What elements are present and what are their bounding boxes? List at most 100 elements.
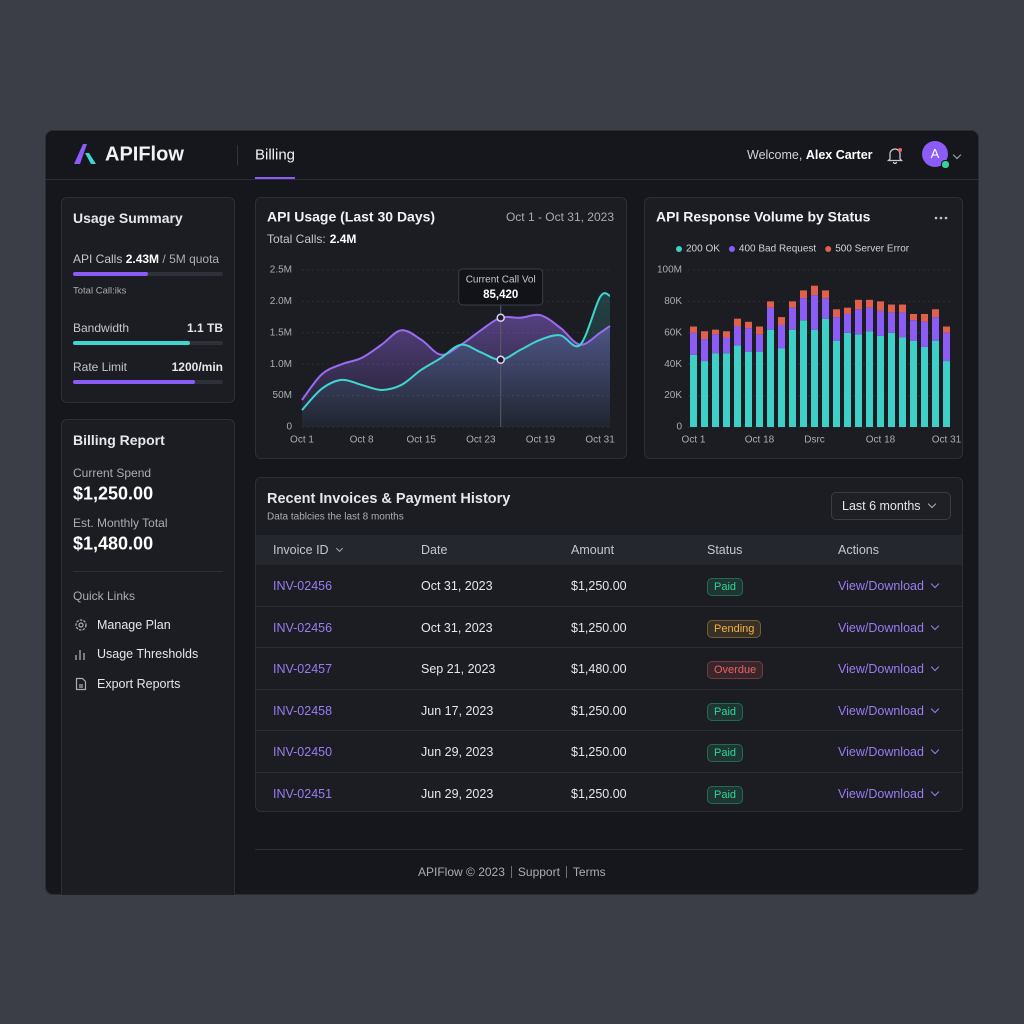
action-cell[interactable]: View/Download (838, 662, 940, 676)
y-tick-label: 20K (664, 390, 682, 401)
invoice-id[interactable]: INV-02458 (273, 703, 333, 718)
status-badge: Paid (707, 702, 744, 721)
table-cell: Jun 17, 2023 (421, 703, 494, 718)
invoice-id[interactable]: INV-02456 (273, 620, 333, 635)
bar-segment (767, 301, 774, 308)
action-link[interactable]: View/Download (838, 745, 924, 759)
bar-segment (734, 326, 741, 346)
action-cell[interactable]: View/Download (838, 579, 940, 593)
usage-chart: API Usage (Last 30 Days) Oct 1 - Oct 31,… (267, 209, 615, 446)
invoice-id[interactable]: INV-02457 (273, 662, 333, 676)
status-badge: Paid (707, 785, 744, 804)
status-badge: Paid (707, 744, 744, 762)
bar-segment (767, 307, 774, 330)
bar-segment (877, 335, 884, 427)
column-header: Actions (838, 543, 879, 557)
x-tick-label: Oct 31 (932, 435, 962, 446)
bar-segment (712, 353, 719, 427)
action-link[interactable]: View/Download (838, 662, 924, 676)
header-divider (46, 179, 978, 180)
bar-segment (800, 320, 807, 427)
invoice-id[interactable]: INV-02456 (273, 579, 333, 593)
hover-point (496, 313, 505, 322)
footer-divider (255, 849, 963, 850)
api-calls-row: API Calls 2.43M / 5M quota (73, 252, 219, 266)
footer: APIFlow © 2023 Support Terms (418, 865, 606, 879)
more-menu[interactable] (934, 216, 948, 220)
avatar[interactable]: A (922, 141, 948, 167)
rate-limit-value: 1200/min (171, 360, 223, 374)
y-tick-label: 2.5M (270, 265, 292, 276)
action-cell[interactable]: View/Download (838, 786, 940, 801)
x-tick-label: Oct 19 (526, 435, 556, 446)
column-header-text: Actions (838, 543, 879, 557)
bar-segment (888, 332, 895, 427)
invoice-id[interactable]: INV-02451 (273, 786, 333, 801)
bar-segment (855, 334, 862, 427)
y-tick-label: 50M (273, 390, 292, 401)
legend-label: 400 Bad Request (739, 244, 817, 255)
footer-link[interactable]: Terms (572, 865, 606, 879)
panel-title: Usage Summary (73, 210, 183, 226)
footer-link[interactable]: Support (517, 865, 560, 879)
progress-fill (73, 380, 195, 384)
x-tick-label: Oct 1 (290, 435, 314, 446)
chart-icon (75, 650, 85, 660)
x-tick-label: Oct 23 (466, 435, 496, 446)
api-calls-quota: / 5M quota (162, 252, 220, 266)
status-cell: Paid (707, 744, 744, 762)
bar-segment (822, 298, 829, 319)
nav-billing[interactable]: Billing (255, 146, 296, 164)
avatar-menu[interactable] (952, 148, 962, 166)
period-dropdown[interactable]: Last 6 months (831, 492, 951, 520)
action-link[interactable]: View/Download (838, 786, 924, 801)
notification-bell[interactable] (886, 146, 904, 164)
online-dot (941, 160, 950, 169)
action-cell[interactable]: View/Download (838, 745, 940, 759)
progress-track (73, 380, 223, 384)
bar-segment (844, 332, 851, 427)
table-row (256, 690, 962, 731)
bar-segment (833, 309, 840, 318)
status-chart: API Response Volume by Status 0 20K 40K 60K… (656, 209, 962, 446)
bar-segment (690, 354, 697, 427)
action-link[interactable]: View/Download (838, 620, 924, 635)
tooltip (458, 268, 544, 306)
bar-segment (800, 298, 807, 321)
table-cell: Sep 21, 2023 (421, 662, 496, 676)
quick-link[interactable]: Manage Plan (97, 618, 171, 632)
action-link[interactable]: View/Download (838, 703, 924, 718)
bar-segment (789, 307, 796, 330)
column-header: Status (707, 543, 742, 557)
action-cell[interactable]: View/Download (838, 620, 940, 635)
bar-segment (789, 301, 796, 308)
bar-segment (943, 326, 950, 333)
bar-segment (701, 339, 708, 362)
table-row (256, 607, 962, 648)
column-header-text: Date (421, 543, 448, 557)
action-cell[interactable]: View/Download (838, 703, 940, 718)
bar-segment (910, 340, 917, 427)
rate-limit-label: Rate Limit (73, 360, 128, 374)
bar-segment (811, 285, 818, 296)
quick-link[interactable]: Usage Thresholds (97, 647, 199, 661)
progress-fill (73, 341, 190, 345)
bar-segment (734, 318, 741, 327)
progress-track (73, 272, 223, 276)
y-tick-label: 0 (676, 422, 682, 433)
table-cell: $1,250.00 (571, 579, 627, 593)
api-calls-label: API Calls (73, 252, 123, 266)
bar-segment (756, 334, 763, 352)
invoices-panel: Recent Invoices & Payment History Data t… (255, 477, 963, 812)
bar-segment (855, 309, 862, 335)
legend-swatch (825, 246, 832, 252)
chart-title: API Response Volume by Status (656, 209, 871, 225)
x-tick-label: Oct 1 (682, 435, 706, 446)
est-total-label: Est. Monthly Total (73, 516, 168, 530)
table-cell: $1,250.00 (571, 620, 627, 635)
table-header (256, 535, 962, 565)
invoice-id[interactable]: INV-02450 (273, 745, 333, 759)
quick-link[interactable]: Export Reports (97, 677, 181, 691)
action-link[interactable]: View/Download (838, 579, 924, 593)
y-tick-label: 40K (664, 359, 682, 370)
